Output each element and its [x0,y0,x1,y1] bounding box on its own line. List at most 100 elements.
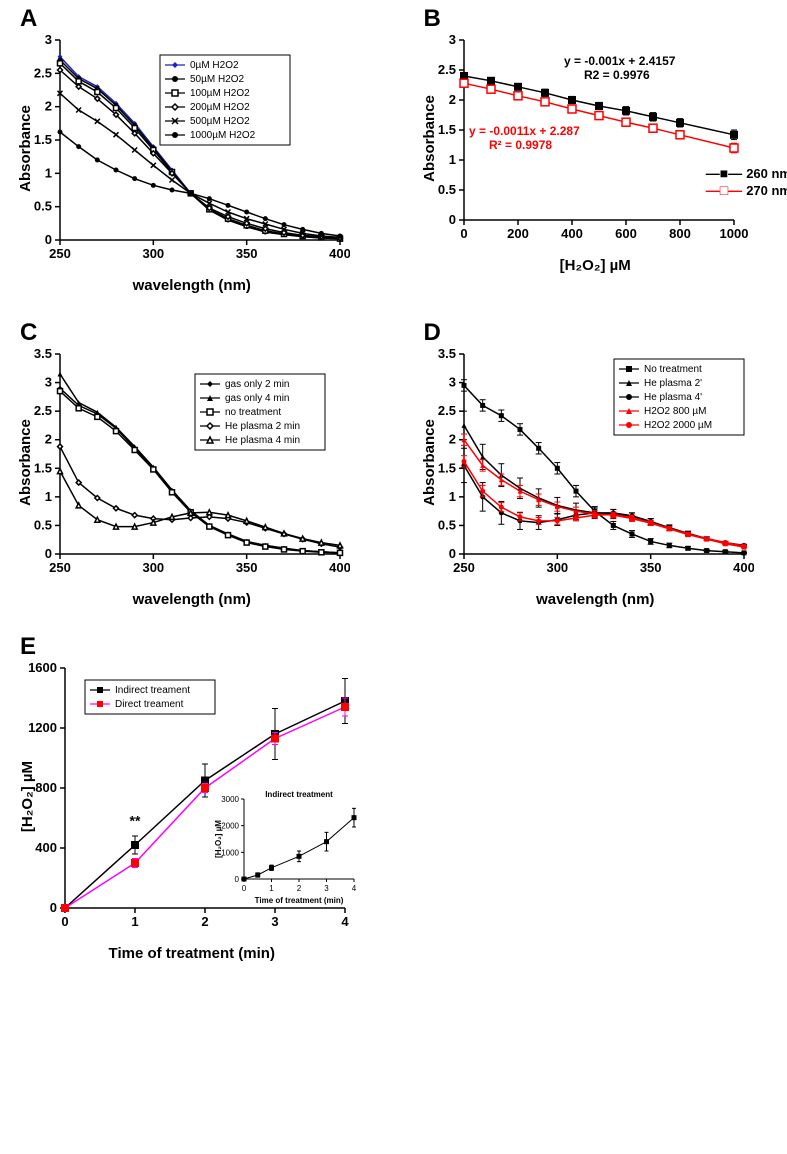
svg-text:0: 0 [241,884,246,893]
svg-text:1: 1 [448,489,455,504]
svg-text:0: 0 [234,875,239,884]
svg-text:200µM H2O2: 200µM H2O2 [190,102,250,113]
svg-text:2: 2 [448,92,455,107]
svg-text:1.5: 1.5 [437,122,455,137]
panel-c-label: C [20,319,37,347]
svg-text:2000: 2000 [221,822,239,831]
svg-text:0: 0 [45,232,52,247]
svg-text:1000µM H2O2: 1000µM H2O2 [190,130,256,141]
svg-text:no treatment: no treatment [225,407,281,418]
svg-text:He plasma 4 min: He plasma 4 min [225,435,300,446]
panel-a-label: A [20,5,37,33]
svg-text:0µM H2O2: 0µM H2O2 [190,60,239,71]
svg-text:250: 250 [49,560,71,575]
svg-text:600: 600 [615,226,637,241]
svg-text:800: 800 [669,226,691,241]
svg-text:400: 400 [35,840,57,855]
panel-b-xlabel: [H₂O₂] µM [414,257,778,274]
svg-text:**: ** [130,813,141,829]
panel-e-inset: 012340100020003000Indirect treatmentTime… [209,787,364,907]
panel-d-chart: Absorbance 25030035040000.511.522.533.5N… [414,344,778,608]
panel-a-ylabel: Absorbance [17,105,34,192]
svg-text:300: 300 [142,560,164,575]
svg-text:2.5: 2.5 [437,62,455,77]
svg-text:400: 400 [329,560,350,575]
legend-item-260: —■— 260 nm [706,165,787,181]
svg-text:0.5: 0.5 [34,199,52,214]
svg-text:1000: 1000 [719,226,748,241]
panel-c-svg: 25030035040000.511.522.533.5gas only 2 m… [10,344,350,584]
svg-text:0.5: 0.5 [437,517,455,532]
svg-text:3000: 3000 [221,795,239,804]
svg-text:3: 3 [45,32,52,47]
panel-a-chart: Absorbance 25030035040000.511.522.530µM … [10,30,374,294]
panel-a-xlabel: wavelength (nm) [10,277,374,294]
panel-c: C Absorbance 25030035040000.511.522.533.… [10,324,374,608]
panel-e-ylabel: [H₂O₂] µM [19,761,36,832]
legend-item-270: —□— 270 nm [706,182,787,198]
svg-text:0: 0 [448,546,455,561]
svg-text:2.5: 2.5 [34,65,52,80]
svg-text:3: 3 [448,32,455,47]
svg-text:400: 400 [329,246,350,261]
svg-text:Indirect treament: Indirect treament [115,685,190,696]
svg-text:3: 3 [45,375,52,390]
svg-text:1: 1 [131,914,138,929]
svg-text:gas only 4 min: gas only 4 min [225,393,289,404]
svg-text:3: 3 [448,375,455,390]
svg-text:400: 400 [561,226,583,241]
svg-text:2: 2 [201,914,208,929]
svg-text:[H₂O₂] µM: [H₂O₂] µM [214,820,223,858]
svg-text:350: 350 [639,560,661,575]
svg-text:4: 4 [341,914,349,929]
svg-text:H2O2 800 µM: H2O2 800 µM [644,406,706,417]
svg-text:3.5: 3.5 [437,346,455,361]
svg-text:R2 = 0.9976: R2 = 0.9976 [584,68,650,82]
svg-text:y = -0.001x + 2.4157: y = -0.001x + 2.4157 [564,54,676,68]
panel-e: E [H₂O₂] µM 01234040080012001600Indirect… [10,638,374,962]
svg-text:0.5: 0.5 [34,517,52,532]
svg-text:2.5: 2.5 [437,403,455,418]
svg-text:0: 0 [61,914,68,929]
panel-d: D Absorbance 25030035040000.511.522.533.… [414,324,778,608]
panel-d-ylabel: Absorbance [420,419,437,506]
panel-a-svg: 25030035040000.511.522.530µM H2O250µM H2… [10,30,350,270]
svg-text:1: 1 [448,152,455,167]
svg-text:0: 0 [448,212,455,227]
panel-b-ylabel: Absorbance [420,95,437,182]
panel-c-xlabel: wavelength (nm) [10,591,374,608]
svg-text:100µM H2O2: 100µM H2O2 [190,88,250,99]
svg-text:2.5: 2.5 [34,403,52,418]
svg-text:gas only 2 min: gas only 2 min [225,379,289,390]
svg-text:Time of treatment (min): Time of treatment (min) [254,896,343,905]
svg-text:He plasma 4': He plasma 4' [644,392,702,403]
panel-e-label: E [20,633,36,661]
svg-text:1: 1 [45,489,52,504]
panel-a: A Absorbance 25030035040000.511.522.530µ… [10,10,374,294]
svg-text:800: 800 [35,780,57,795]
panel-b-legend: —■— 260 nm —□— 270 nm [700,160,787,203]
svg-text:0: 0 [50,900,57,915]
panel-c-ylabel: Absorbance [17,419,34,506]
svg-text:1: 1 [269,884,274,893]
panel-e-xlabel: Time of treatment (min) [10,945,374,962]
figure-grid: A Absorbance 25030035040000.511.522.530µ… [10,10,777,962]
svg-text:3: 3 [271,914,278,929]
svg-text:Indirect treatment: Indirect treatment [265,790,333,799]
panel-b: B Absorbance 0200400600800100000.511.522… [414,10,778,294]
panel-d-svg: 25030035040000.511.522.533.5No treatment… [414,344,754,584]
svg-text:No treatment: No treatment [644,364,702,375]
panel-e-chart: [H₂O₂] µM 01234040080012001600Indirect t… [10,658,374,962]
svg-text:300: 300 [546,560,568,575]
svg-text:50µM H2O2: 50µM H2O2 [190,74,245,85]
panel-b-label: B [424,5,441,33]
svg-text:2: 2 [296,884,301,893]
svg-text:0: 0 [45,546,52,561]
svg-text:Direct treament: Direct treament [115,699,184,710]
svg-text:350: 350 [236,560,258,575]
svg-text:350: 350 [236,246,258,261]
svg-text:1000: 1000 [221,848,239,857]
svg-text:1: 1 [45,165,52,180]
svg-text:400: 400 [733,560,754,575]
svg-text:He plasma 2 min: He plasma 2 min [225,421,300,432]
